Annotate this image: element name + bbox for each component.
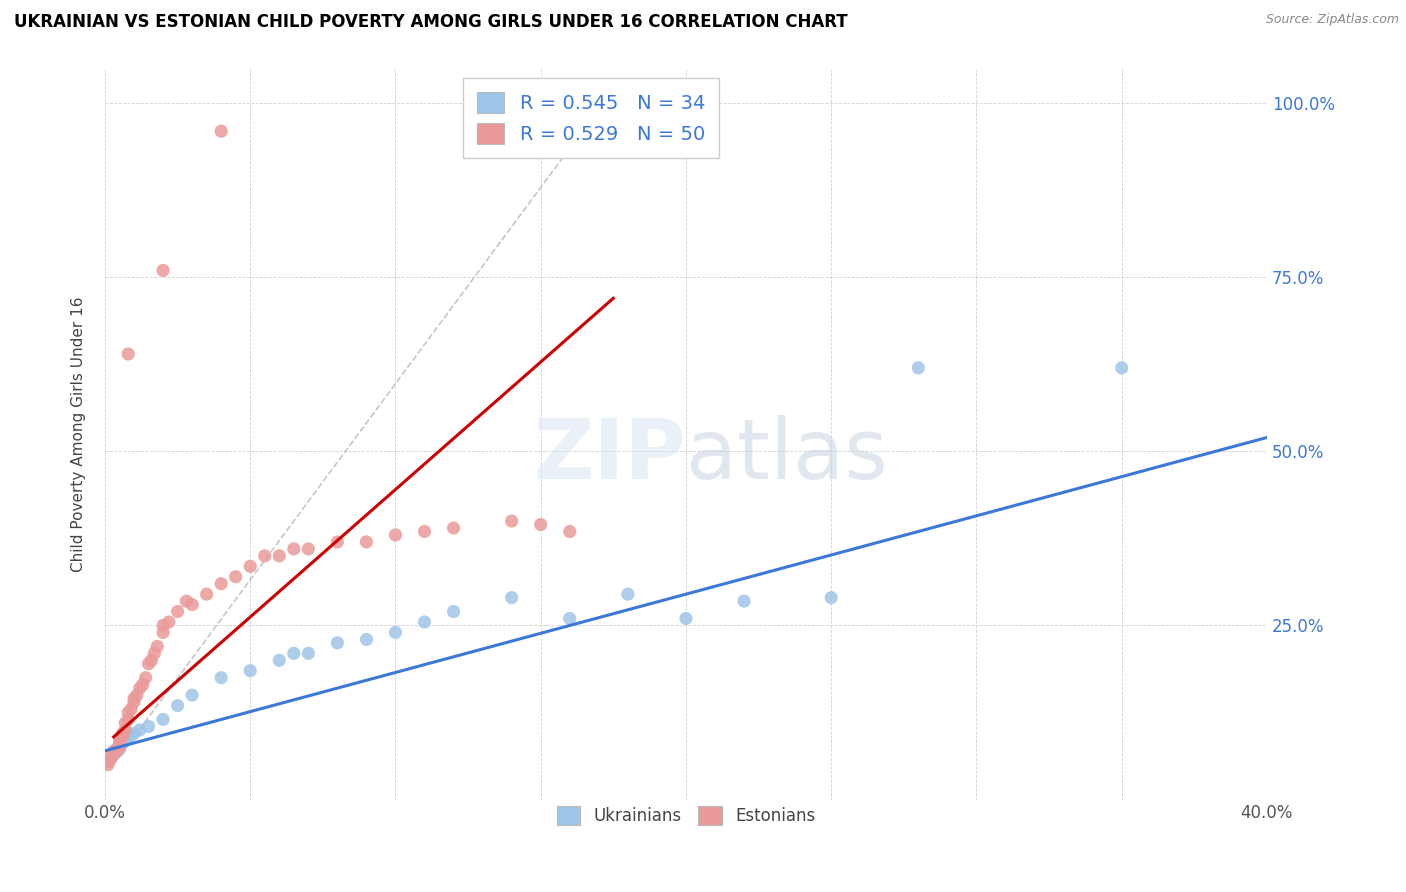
Point <box>326 636 349 650</box>
Point <box>1111 360 1133 375</box>
Point <box>356 535 378 549</box>
Point <box>675 611 697 625</box>
Point <box>209 124 232 138</box>
Point <box>128 681 150 695</box>
Point <box>97 754 120 768</box>
Point <box>103 745 125 759</box>
Point <box>117 713 139 727</box>
Point <box>143 646 166 660</box>
Point <box>100 752 122 766</box>
Point <box>146 640 169 654</box>
Point <box>108 733 131 747</box>
Point <box>114 715 136 730</box>
Point <box>443 521 465 535</box>
Point <box>283 646 305 660</box>
Point <box>97 757 120 772</box>
Point <box>105 742 128 756</box>
Point <box>135 671 157 685</box>
Point <box>181 598 204 612</box>
Point <box>283 541 305 556</box>
Point <box>114 733 136 747</box>
Point <box>128 723 150 737</box>
Point <box>100 750 122 764</box>
Point <box>733 594 755 608</box>
Text: atlas: atlas <box>686 416 887 497</box>
Point <box>820 591 842 605</box>
Point <box>225 570 247 584</box>
Text: UKRAINIAN VS ESTONIAN CHILD POVERTY AMONG GIRLS UNDER 16 CORRELATION CHART: UKRAINIAN VS ESTONIAN CHILD POVERTY AMON… <box>14 13 848 31</box>
Point <box>253 549 276 563</box>
Point <box>558 611 581 625</box>
Point <box>138 657 160 671</box>
Point <box>384 528 406 542</box>
Point <box>443 605 465 619</box>
Point <box>125 688 148 702</box>
Point <box>297 646 319 660</box>
Point <box>384 625 406 640</box>
Point <box>100 749 122 764</box>
Point <box>111 726 134 740</box>
Point <box>195 587 218 601</box>
Point <box>138 719 160 733</box>
Point <box>413 615 436 629</box>
Point <box>530 517 553 532</box>
Point <box>501 591 523 605</box>
Point <box>103 747 125 762</box>
Point <box>152 263 174 277</box>
Point <box>181 688 204 702</box>
Point <box>166 605 188 619</box>
Point <box>122 695 145 709</box>
Point <box>413 524 436 539</box>
Point <box>239 559 262 574</box>
Point <box>152 618 174 632</box>
Point <box>132 678 155 692</box>
Point <box>209 671 232 685</box>
Point <box>108 742 131 756</box>
Point <box>176 594 198 608</box>
Point <box>103 747 125 762</box>
Point <box>326 535 349 549</box>
Point <box>269 653 291 667</box>
Text: ZIP: ZIP <box>533 416 686 497</box>
Point <box>105 745 128 759</box>
Point <box>111 737 134 751</box>
Point <box>209 576 232 591</box>
Point <box>97 754 120 768</box>
Point <box>501 514 523 528</box>
Point <box>152 625 174 640</box>
Y-axis label: Child Poverty Among Girls Under 16: Child Poverty Among Girls Under 16 <box>72 296 86 572</box>
Point <box>120 702 142 716</box>
Point <box>114 723 136 737</box>
Text: Source: ZipAtlas.com: Source: ZipAtlas.com <box>1265 13 1399 27</box>
Point <box>907 360 929 375</box>
Point <box>117 730 139 744</box>
Point <box>269 549 291 563</box>
Point <box>108 740 131 755</box>
Point <box>103 744 125 758</box>
Point <box>141 653 163 667</box>
Point <box>105 744 128 758</box>
Point <box>356 632 378 647</box>
Point <box>117 706 139 720</box>
Point <box>111 730 134 744</box>
Point <box>239 664 262 678</box>
Point <box>117 347 139 361</box>
Legend: Ukrainians, Estonians: Ukrainians, Estonians <box>547 797 825 835</box>
Point <box>297 541 319 556</box>
Point <box>108 740 131 755</box>
Point <box>120 729 142 743</box>
Point <box>152 713 174 727</box>
Point <box>122 691 145 706</box>
Point <box>122 726 145 740</box>
Point <box>108 737 131 751</box>
Point <box>617 587 640 601</box>
Point <box>166 698 188 713</box>
Point <box>558 524 581 539</box>
Point <box>157 615 180 629</box>
